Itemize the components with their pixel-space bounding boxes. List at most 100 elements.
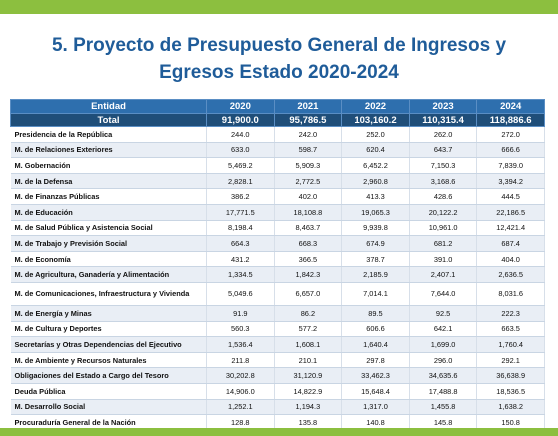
budget-table-container: Entidad 2020 2021 2022 2023 2024 Total 9… — [10, 99, 545, 431]
entity-name: M. de Trabajo y Previsión Social — [10, 235, 207, 252]
entity-name: M. Gobernación — [10, 157, 207, 174]
budget-value: 210.1 — [274, 352, 343, 369]
budget-value: 663.5 — [476, 321, 545, 338]
entity-name: M. de Ambiente y Recursos Naturales — [10, 352, 207, 369]
entity-name: M. de Economía — [10, 251, 207, 268]
budget-value: 1,638.2 — [476, 399, 545, 416]
header-year-2022: 2022 — [341, 99, 410, 114]
entity-name: M. de Educación — [10, 204, 207, 221]
budget-value: 6,452.2 — [341, 157, 410, 174]
entity-name: M. de Agricultura, Ganadería y Alimentac… — [10, 266, 207, 283]
bottom-accent-bar — [0, 428, 558, 436]
header-row: Entidad 2020 2021 2022 2023 2024 — [10, 99, 545, 114]
budget-value: 7,839.0 — [476, 157, 545, 174]
total-value: 103,160.2 — [341, 113, 410, 127]
budget-value: 402.0 — [274, 188, 343, 205]
budget-value: 620.4 — [341, 142, 410, 159]
budget-value: 633.0 — [206, 142, 275, 159]
budget-value: 598.7 — [274, 142, 343, 159]
entity-name: Presidencia de la República — [10, 126, 207, 143]
total-label: Total — [10, 113, 207, 127]
budget-value: 1,640.4 — [341, 336, 410, 353]
table-row: M. Gobernación 5,469.2 5,909.3 6,452.2 7,150… — [10, 157, 545, 174]
budget-value: 1,536.4 — [206, 336, 275, 353]
budget-value: 297.8 — [341, 352, 410, 369]
table-row: M. de Relaciones Exteriores 633.0 598.7 620… — [10, 142, 545, 159]
budget-value: 145.8 — [409, 414, 478, 431]
entity-name: M. de Energía y Minas — [10, 305, 207, 322]
budget-value: 404.0 — [476, 251, 545, 268]
budget-value: 17,488.8 — [409, 383, 478, 400]
total-value: 110,315.4 — [408, 113, 478, 127]
budget-value: 642.1 — [409, 321, 478, 338]
budget-value: 7,644.0 — [409, 282, 478, 306]
entity-name: M. de Relaciones Exteriores — [10, 142, 207, 159]
budget-value: 12,421.4 — [476, 220, 545, 237]
header-year-2020: 2020 — [206, 99, 275, 114]
budget-value: 20,122.2 — [409, 204, 478, 221]
total-row: Total 91,900.0 95,786.5 103,160.2 110,31… — [10, 113, 545, 127]
budget-value: 1,194.3 — [274, 399, 343, 416]
budget-value: 5,469.2 — [206, 157, 275, 174]
budget-value: 9,939.8 — [341, 220, 410, 237]
table-row: M. de Comunicaciones, Infraestructura y … — [10, 282, 545, 306]
budget-value: 444.5 — [476, 188, 545, 205]
table-row: M. de Cultura y Deportes 560.3 577.2 606.6 6… — [10, 321, 545, 338]
budget-value: 1,760.4 — [476, 336, 545, 353]
budget-value: 674.9 — [341, 235, 410, 252]
top-accent-bar — [0, 0, 558, 14]
budget-value: 431.2 — [206, 251, 275, 268]
entity-name: M. de Cultura y Deportes — [10, 321, 207, 338]
budget-value: 5,049.6 — [206, 282, 275, 306]
entity-name: Secretarías y Otras Dependencias del Eje… — [10, 336, 207, 353]
budget-value: 242.0 — [274, 126, 343, 143]
budget-value: 89.5 — [341, 305, 410, 322]
budget-value: 135.8 — [274, 414, 343, 431]
title-line-2: Egresos Estado 2020-2024 — [159, 62, 399, 83]
budget-value: 577.2 — [274, 321, 343, 338]
budget-value: 31,120.9 — [274, 367, 343, 384]
table-row: M. de Ambiente y Recursos Naturales 211.8… — [10, 352, 545, 369]
budget-value: 222.3 — [476, 305, 545, 322]
entity-name: M. de Finanzas Públicas — [10, 188, 207, 205]
budget-value: 15,648.4 — [341, 383, 410, 400]
budget-value: 14,906.0 — [206, 383, 275, 400]
table-row: M. de la Defensa 2,828.1 2,772.5 2,960.8 3,1… — [10, 173, 545, 190]
budget-value: 5,909.3 — [274, 157, 343, 174]
total-value: 118,886.6 — [476, 113, 545, 127]
table-row: M. de Salud Pública y Asistencia Social 8… — [10, 220, 545, 237]
budget-value: 211.8 — [206, 352, 275, 369]
entity-name: M. Desarrollo Social — [10, 399, 207, 416]
entity-name: M. de Salud Pública y Asistencia Social — [10, 220, 207, 237]
budget-value: 560.3 — [206, 321, 275, 338]
table-row: Presidencia de la República 244.0 242.0 252… — [10, 126, 545, 143]
budget-value: 262.0 — [409, 126, 478, 143]
budget-value: 14,822.9 — [274, 383, 343, 400]
budget-value: 413.3 — [341, 188, 410, 205]
budget-value: 252.0 — [341, 126, 410, 143]
budget-value: 606.6 — [341, 321, 410, 338]
budget-value: 7,150.3 — [409, 157, 478, 174]
budget-value: 2,960.8 — [341, 173, 410, 190]
page-title: 5. Proyecto de Presupuesto General de In… — [0, 32, 558, 86]
budget-value: 17,771.5 — [206, 204, 275, 221]
budget-value: 378.7 — [341, 251, 410, 268]
budget-value: 2,636.5 — [476, 266, 545, 283]
table-row: Deuda Pública 14,906.0 14,822.9 15,648.4 17,… — [10, 383, 545, 400]
budget-value: 1,455.8 — [409, 399, 478, 416]
header-entidad: Entidad — [10, 99, 207, 114]
budget-value: 643.7 — [409, 142, 478, 159]
budget-value: 18,536.5 — [476, 383, 545, 400]
budget-value: 2,772.5 — [274, 173, 343, 190]
budget-value: 386.2 — [206, 188, 275, 205]
budget-value: 86.2 — [274, 305, 343, 322]
budget-value: 92.5 — [409, 305, 478, 322]
entity-name: M. de Comunicaciones, Infraestructura y … — [10, 282, 207, 306]
budget-value: 687.4 — [476, 235, 545, 252]
entity-name: M. de la Defensa — [10, 173, 207, 190]
header-year-2021: 2021 — [273, 99, 343, 114]
budget-value: 33,462.3 — [341, 367, 410, 384]
budget-value: 150.8 — [476, 414, 545, 431]
budget-value: 8,031.6 — [476, 282, 545, 306]
budget-value: 1,252.1 — [206, 399, 275, 416]
